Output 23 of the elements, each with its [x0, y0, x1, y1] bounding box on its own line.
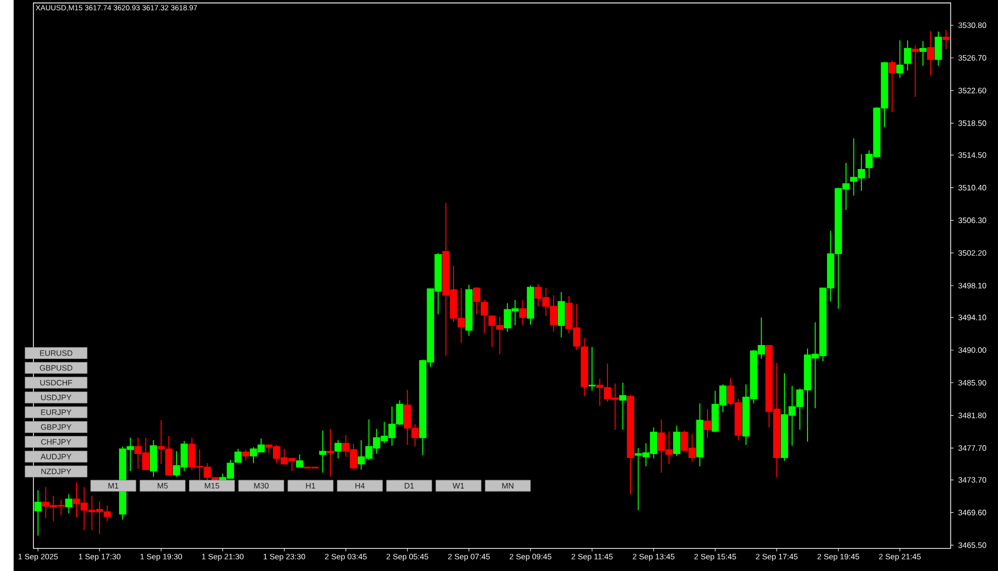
- candlestick: [912, 44, 919, 98]
- candlestick: [242, 449, 250, 462]
- candlestick: [319, 430, 326, 474]
- candlestick: [704, 408, 712, 438]
- candlestick: [473, 286, 480, 315]
- candlestick: [942, 29, 950, 50]
- candlestick: [588, 346, 596, 392]
- candlestick: [519, 299, 526, 326]
- candlestick: [234, 448, 242, 463]
- candlestick: [934, 31, 942, 66]
- candlestick: [480, 299, 488, 334]
- candlestick: [896, 40, 904, 78]
- candlestick: [919, 40, 927, 66]
- candlestick: [927, 30, 934, 76]
- candlestick: [888, 60, 896, 112]
- candlestick: [296, 454, 304, 468]
- candlestick: [904, 40, 912, 72]
- candlestick: [34, 490, 42, 536]
- candlestick: [619, 382, 626, 430]
- candlestick: [558, 291, 565, 338]
- candlestick: [334, 440, 342, 459]
- candlestick: [65, 494, 72, 514]
- candlestick: [673, 425, 680, 456]
